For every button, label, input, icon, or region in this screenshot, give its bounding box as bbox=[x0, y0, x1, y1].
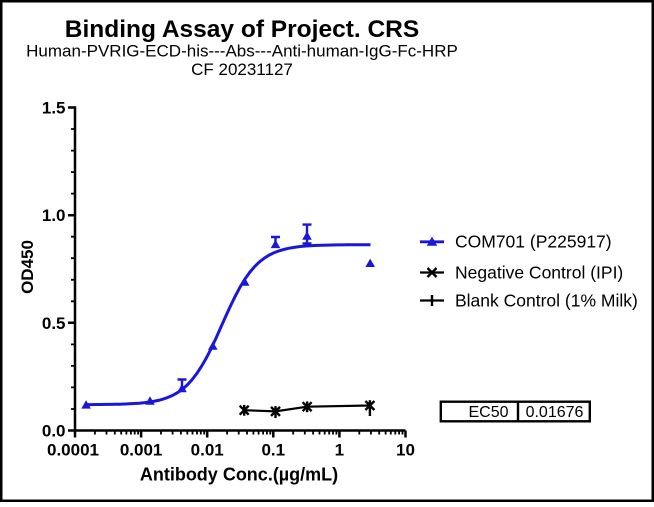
svg-text:1: 1 bbox=[335, 441, 344, 460]
svg-text:0.5: 0.5 bbox=[42, 314, 66, 333]
svg-text:CF 20231127: CF 20231127 bbox=[191, 60, 293, 79]
svg-text:1.0: 1.0 bbox=[42, 206, 66, 225]
svg-text:OD450: OD450 bbox=[18, 240, 37, 294]
svg-text:10: 10 bbox=[396, 441, 415, 460]
svg-text:Negative Control (IPI): Negative Control (IPI) bbox=[455, 262, 623, 282]
svg-text:COM701 (P225917): COM701 (P225917) bbox=[455, 232, 612, 252]
svg-text:0.0: 0.0 bbox=[42, 422, 66, 441]
svg-text:0.0001: 0.0001 bbox=[47, 441, 99, 460]
svg-text:EC50: EC50 bbox=[468, 404, 508, 421]
svg-text:0.01676: 0.01676 bbox=[526, 404, 584, 421]
svg-text:0.001: 0.001 bbox=[120, 441, 163, 460]
svg-text:Binding Assay of Project. CRS: Binding Assay of Project. CRS bbox=[65, 16, 419, 43]
svg-text:0.01: 0.01 bbox=[191, 441, 224, 460]
svg-text:Human-PVRIG-ECD-his---Abs---An: Human-PVRIG-ECD-his---Abs---Anti-human-I… bbox=[26, 42, 458, 61]
svg-text:Antibody Conc.(µg/mL): Antibody Conc.(µg/mL) bbox=[140, 465, 338, 485]
svg-text:0.1: 0.1 bbox=[261, 441, 285, 460]
svg-text:Blank Control (1% Milk): Blank Control (1% Milk) bbox=[455, 290, 638, 310]
svg-text:1.5: 1.5 bbox=[42, 99, 66, 118]
